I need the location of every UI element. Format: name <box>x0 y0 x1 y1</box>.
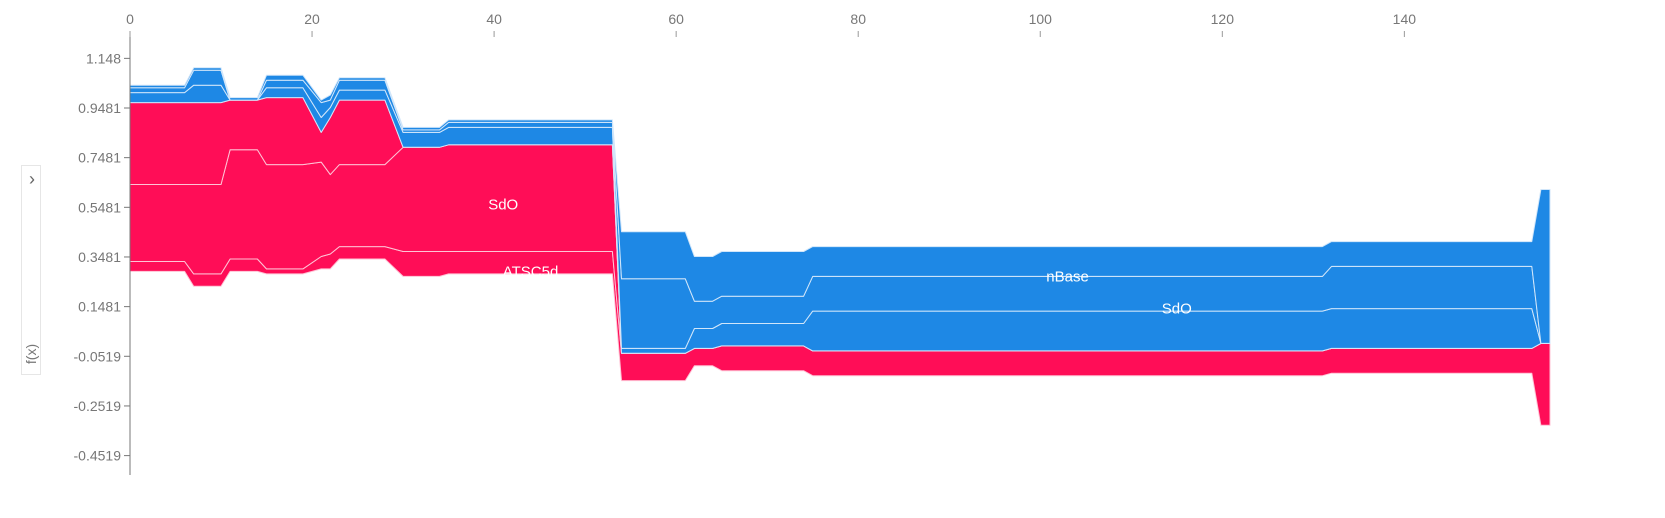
stacked-bands <box>129 67 1551 426</box>
feature-label: SdO <box>488 196 518 213</box>
y-tick-label: -0.4519 <box>74 448 122 464</box>
feature-labels: SdO ATSC5d nBase SdO <box>488 196 1192 317</box>
x-tick-label: 120 <box>1211 11 1235 27</box>
y-axis-label: f(x) <box>23 343 39 365</box>
x-tick-label: 80 <box>850 11 866 27</box>
y-tick-label: 0.3481 <box>78 249 121 265</box>
y-tick-label: 0.5481 <box>78 199 121 215</box>
negative-band-5 <box>129 67 1551 344</box>
x-tick-label: 100 <box>1029 11 1053 27</box>
y-tick-label: 0.7481 <box>78 150 121 166</box>
side-panel: › f(x) <box>21 165 41 375</box>
y-tick-label: -0.2519 <box>74 398 122 414</box>
x-tick-label: 60 <box>668 11 684 27</box>
feature-label: SdO <box>1162 301 1192 318</box>
feature-label: nBase <box>1046 268 1089 285</box>
y-tick-label: -0.0519 <box>74 348 122 364</box>
x-tick-label: 140 <box>1393 11 1417 27</box>
y-tick-label: 0.1481 <box>78 299 121 315</box>
y-tick-label: 1.148 <box>86 50 121 66</box>
axes: 0 20 40 60 80 100 120 140 1.148 0.9481 0.7481 0.548… <box>74 11 1417 475</box>
x-tick-label: 20 <box>304 11 320 27</box>
chevron-right-icon[interactable]: › <box>29 169 35 189</box>
x-tick-label: 0 <box>126 11 134 27</box>
x-tick-label: 40 <box>486 11 502 27</box>
feature-label: ATSC5d <box>503 263 559 280</box>
y-tick-label: 0.9481 <box>78 100 121 116</box>
